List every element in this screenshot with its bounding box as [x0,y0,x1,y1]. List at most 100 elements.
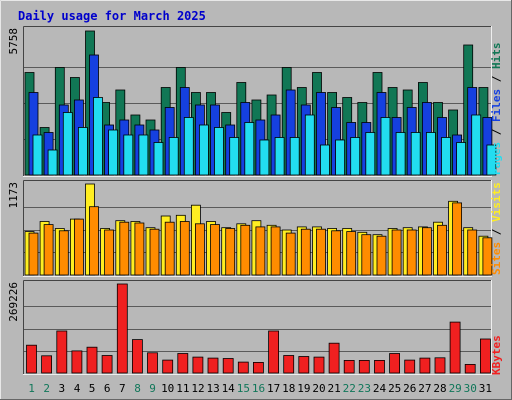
day-label-8: 8 [134,382,141,395]
bar-visits-sites-day-16 [255,226,266,276]
day-label-17: 17 [267,382,280,395]
bar-visits-sites-day-1 [28,232,39,276]
bar-visits-sites-day-10 [164,221,175,276]
day-label-20: 20 [312,382,325,395]
bar-hits-pages-day-9 [153,142,164,176]
bar-visits-sites-day-14 [225,228,236,276]
bar-hits-pages-day-31 [486,144,497,176]
bar-visits-sites-day-23 [361,234,372,276]
day-labels-group: 1 2 3 4 5 6 7 8 9 10 11 12 13 14 15 16 17 18 19 20 21 22 23 24 2… [28,382,492,395]
bar-kbytes-kbytes-day-1 [26,344,37,374]
bar-visits-sites-day-17 [270,226,281,276]
day-label-19: 19 [297,382,310,395]
panel-hits: 5758 Pages / Files / Hits [7,26,503,177]
day-label-27: 27 [418,382,431,395]
day-label-22: 22 [343,382,356,395]
day-label-25: 25 [388,382,401,395]
bar-kbytes-kbytes-day-20 [313,356,325,374]
bar-hits-pages-day-22 [350,137,361,176]
bar-hits-pages-day-5 [93,97,103,176]
bar-visits-sites-day-2 [43,224,54,276]
bar-visits-sites-day-13 [210,224,220,276]
legend-separator: / [490,69,503,89]
bar-hits-pages-day-30 [471,114,482,176]
chart-title: Daily usage for March 2025 [18,9,206,23]
day-label-2: 2 [43,382,50,395]
day-label-30: 30 [464,382,477,395]
bar-visits-sites-day-9 [149,228,160,276]
legend-item-files: Files [490,89,503,122]
bar-hits-pages-day-12 [198,124,209,176]
bar-visits-sites-day-31 [482,237,493,276]
legend-item-hits: Hits [490,43,503,70]
bar-kbytes-kbytes-day-31 [479,338,491,374]
bar-kbytes-kbytes-day-10 [162,359,174,374]
day-label-14: 14 [222,382,236,395]
bar-visits-sites-day-27 [421,227,432,276]
bar-visits-sites-day-22 [346,231,357,276]
bar-kbytes-kbytes-day-29 [449,321,461,374]
bar-hits-pages-day-19 [304,114,315,176]
legend-kbytes: KBytes [490,335,503,375]
bar-hits-pages-day-3 [62,112,73,176]
bar-kbytes-kbytes-day-25 [389,353,401,374]
panel-visits: 1173 Sites / Visits [7,180,503,277]
legend-item-visits: Visits [490,182,503,222]
bar-hits-pages-day-7 [123,134,134,176]
bar-visits-sites-day-8 [134,222,145,276]
legend-visits: Sites / Visits [490,182,503,275]
legend-item-pages: Pages [490,142,503,175]
day-label-4: 4 [74,382,81,395]
bar-kbytes-kbytes-day-30 [464,363,476,374]
bar-visits-sites-day-20 [316,228,326,276]
bar-visits-sites-day-6 [104,229,114,276]
bar-hits-pages-day-1 [32,134,43,176]
day-label-6: 6 [104,382,111,395]
bar-kbytes-kbytes-day-15 [237,361,249,374]
bar-kbytes-kbytes-day-27 [419,357,431,374]
bar-hits-pages-day-8 [138,134,149,176]
bar-kbytes-kbytes-day-14 [222,358,234,374]
day-label-23: 23 [358,382,371,395]
day-label-28: 28 [433,382,446,395]
day-label-11: 11 [176,382,189,395]
bar-visits-sites-day-30 [467,229,478,276]
bar-hits-pages-day-15 [244,122,255,176]
bar-kbytes-kbytes-day-9 [147,352,158,374]
day-label-16: 16 [252,382,265,395]
panel-kbytes: 269226 KBytes [7,280,503,375]
bar-hits-pages-day-16 [259,139,270,176]
bar-hits-pages-day-10 [168,137,179,176]
bar-visits-sites-day-15 [240,224,251,276]
bar-kbytes-kbytes-day-2 [41,355,52,374]
bar-hits-pages-day-29 [456,142,467,176]
axis-max-label-hits: 5758 [7,28,20,55]
bar-kbytes-kbytes-day-3 [56,330,68,374]
day-label-10: 10 [161,382,174,395]
bar-hits-pages-day-4 [78,127,88,176]
bar-visits-sites-day-25 [391,229,402,276]
day-label-15: 15 [237,382,250,395]
day-label-24: 24 [373,382,387,395]
day-label-3: 3 [58,382,65,395]
bar-hits-pages-day-17 [274,137,285,176]
bar-hits-pages-day-13 [214,127,224,176]
bar-kbytes-kbytes-day-26 [404,359,416,374]
legend-separator: / [490,122,503,142]
bar-hits-pages-day-24 [380,117,391,176]
bar-visits-sites-day-29 [452,202,463,276]
bar-hits-pages-day-14 [229,137,240,176]
day-label-26: 26 [403,382,416,395]
bar-hits-pages-day-27 [425,132,436,176]
bar-visits-sites-day-7 [119,221,130,276]
bar-visits-sites-day-24 [376,235,387,276]
bar-kbytes-kbytes-day-13 [207,357,219,374]
bar-hits-pages-day-20 [320,144,330,176]
day-label-21: 21 [327,382,340,395]
legend-hits: Pages / Files / Hits [490,43,503,176]
panel-background [23,280,492,375]
bar-visits-sites-day-19 [300,228,311,276]
bar-hits-pages-day-11 [183,117,194,176]
bar-visits-sites-day-18 [285,232,296,276]
